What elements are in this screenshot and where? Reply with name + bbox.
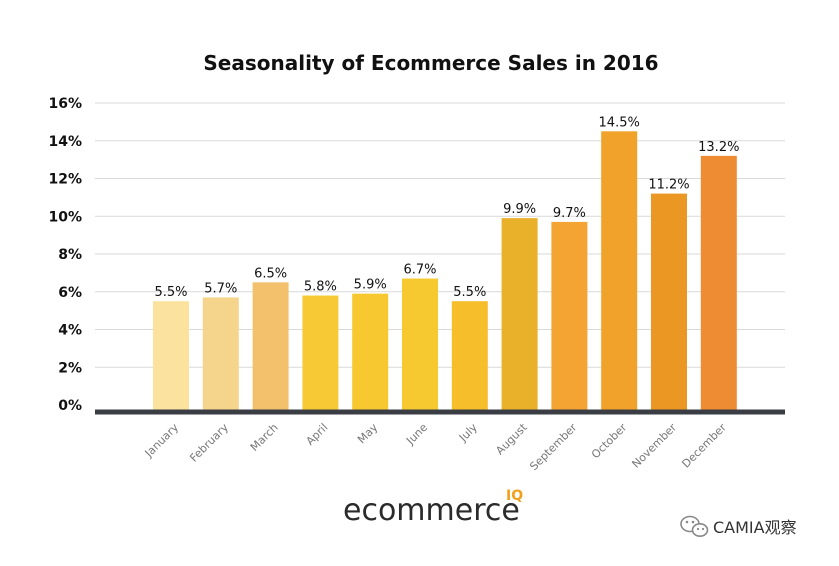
y-tick-label: 4%: [58, 323, 82, 339]
x-category-label: June: [403, 421, 430, 448]
x-category-label: May: [355, 421, 381, 447]
logo-wordmark: ecommerce: [343, 493, 520, 528]
bar: [651, 193, 687, 410]
x-category-label: September: [527, 421, 580, 474]
x-category-label: December: [679, 421, 729, 471]
bar: [501, 218, 538, 410]
data-label: 5.9%: [354, 278, 387, 293]
data-label: 5.5%: [154, 285, 187, 300]
logo-superscript: IQ: [506, 488, 523, 504]
bar: [551, 221, 588, 410]
x-category-label: January: [142, 421, 182, 461]
data-labels: 5.5% 5.7% 6.5% 5.8% 5.9% 6.7% 5.5% 9.9% 9.7% 14.5…: [154, 115, 739, 300]
data-label: 5.5%: [453, 285, 486, 300]
watermark-text: CAMIA观察: [713, 518, 797, 537]
y-tick-label: 6%: [58, 285, 82, 301]
x-category-label: February: [187, 421, 231, 465]
wechat-icon: [680, 515, 709, 537]
x-category-label: October: [589, 421, 630, 462]
bar: [700, 155, 737, 410]
bar: [451, 301, 488, 410]
x-category-label: July: [456, 421, 480, 445]
x-category-label: April: [304, 421, 331, 448]
data-label: 6.5%: [254, 266, 287, 281]
y-tick-label: 2%: [58, 360, 82, 376]
y-tick-label: 12%: [48, 172, 82, 188]
x-category-label: November: [629, 421, 679, 471]
bar: [402, 278, 438, 410]
ecommerceiq-logo: ecommerce IQ: [343, 488, 523, 528]
data-label: 9.7%: [553, 206, 586, 221]
y-tick-label: 0%: [58, 398, 82, 414]
data-label: 6.7%: [403, 263, 436, 278]
data-label: 5.8%: [304, 280, 337, 295]
data-label: 9.9%: [503, 202, 536, 217]
y-tick-label: 8%: [58, 247, 82, 263]
data-label: 14.5%: [599, 115, 640, 130]
chart-title: Seasonality of Ecommerce Sales in 2016: [203, 51, 658, 75]
bars: [153, 131, 737, 410]
x-category-label: August: [493, 420, 530, 457]
data-label: 11.2%: [648, 178, 689, 193]
bar: [252, 282, 289, 410]
bar: [202, 297, 239, 410]
data-label: 5.7%: [204, 281, 237, 296]
y-axis-ticks: 0% 2% 4% 6% 8% 10% 12% 14% 16%: [48, 96, 82, 414]
y-tick-label: 10%: [48, 209, 82, 225]
bar: [601, 131, 638, 410]
watermark: CAMIA观察: [680, 515, 797, 537]
x-axis-labels: January February March April May June July Augu…: [142, 420, 730, 473]
x-category-label: March: [248, 421, 281, 454]
bar: [153, 301, 189, 410]
bar: [302, 295, 339, 410]
bar: [352, 293, 389, 410]
y-tick-label: 16%: [48, 96, 82, 112]
data-label: 13.2%: [698, 140, 739, 155]
y-tick-label: 14%: [48, 134, 82, 150]
